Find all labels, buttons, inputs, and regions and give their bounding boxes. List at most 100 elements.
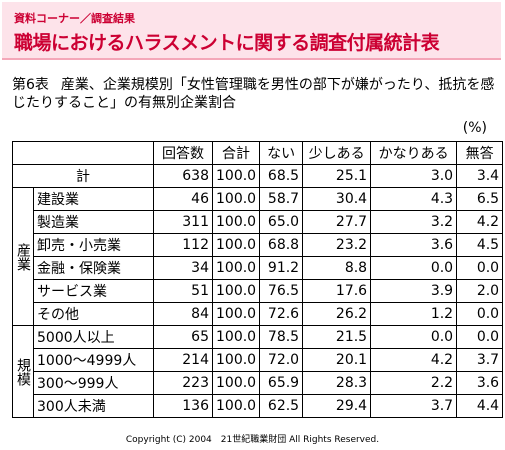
data-row: 1000〜4999人 214 100.0 72.0 20.1 4.2 3.7 [13, 348, 504, 372]
cell: 100.0 [211, 164, 261, 188]
column-header: 少しある [302, 141, 372, 165]
cell: 51 [153, 279, 213, 303]
cell: 28.3 [302, 371, 372, 395]
cell: 0.0 [370, 256, 458, 280]
cell: 46 [153, 187, 213, 211]
banner-category: 資料コーナー／調査結果 [14, 12, 135, 25]
cell: 78.5 [259, 325, 304, 349]
cell: 0.0 [456, 302, 504, 326]
cell: 1.2 [370, 302, 458, 326]
cell: 25.1 [302, 164, 372, 188]
total-row: 計 638 100.0 68.5 25.1 3.0 3.4 [12, 164, 504, 188]
cell: 214 [153, 348, 213, 372]
row-label: 卸売・小売業 [33, 233, 154, 257]
data-row: 産業 建設業 46 100.0 58.7 30.4 4.3 6.5 [12, 187, 504, 326]
cell: 2.2 [370, 371, 458, 395]
cell: 65 [153, 325, 213, 349]
cell: 3.2 [370, 210, 458, 234]
column-header: 合計 [211, 141, 261, 165]
data-row: 300人未満 136 100.0 62.5 29.4 3.7 4.4 [13, 394, 504, 418]
cell: 27.7 [302, 210, 372, 234]
cell: 223 [153, 371, 213, 395]
cell: 0.0 [456, 325, 504, 349]
cell: 100.0 [211, 233, 261, 257]
cell: 72.0 [259, 348, 304, 372]
cell: 3.6 [456, 371, 504, 395]
column-header: 無答 [456, 141, 504, 165]
cell: 100.0 [211, 394, 261, 418]
cell: 4.5 [456, 233, 504, 257]
cell: 34 [153, 256, 213, 280]
cell: 58.7 [259, 187, 304, 211]
corner-cell [12, 141, 154, 165]
column-header: ない [259, 141, 304, 165]
row-label: 1000〜4999人 [33, 348, 154, 372]
banner: 資料コーナー／調査結果 職場におけるハラスメントに関する調査付属統計表 [2, 2, 501, 60]
caption-text: 産業、企業規模別「女性管理職を男性の部下が嫌がったり、抵抗を感じたりすること」の… [12, 77, 495, 111]
cell: 65.0 [259, 210, 304, 234]
cell: 4.2 [370, 348, 458, 372]
row-label: 5000人以上 [33, 325, 154, 349]
row-label: サービス業 [33, 279, 154, 303]
row-label: 金融・保険業 [33, 256, 154, 280]
data-row: 卸売・小売業 112 100.0 68.8 23.2 3.6 4.5 [13, 233, 504, 257]
data-row: 規模 5000人以上 65 100.0 78.5 21.5 0.0 0.0 [12, 325, 504, 418]
cell: 638 [153, 164, 213, 188]
row-label: 計 [12, 164, 154, 188]
cell: 112 [153, 233, 213, 257]
cell: 72.6 [259, 302, 304, 326]
cell: 68.5 [259, 164, 304, 188]
cell: 26.2 [302, 302, 372, 326]
cell: 2.0 [456, 279, 504, 303]
cell: 68.8 [259, 233, 304, 257]
group-label: 産業 [12, 187, 34, 326]
cell: 100.0 [211, 256, 261, 280]
footer: Copyright (C) 2004 21世紀職業財団 All Rights R… [125, 435, 380, 445]
cell: 65.9 [259, 371, 304, 395]
cell: 0.0 [456, 256, 504, 280]
cell: 91.2 [259, 256, 304, 280]
cell: 30.4 [302, 187, 372, 211]
cell: 100.0 [211, 210, 261, 234]
data-row: サービス業 51 100.0 76.5 17.6 3.9 2.0 [13, 279, 504, 303]
unit: (%) [462, 120, 487, 136]
table-number: 第6表 [12, 77, 49, 93]
cell: 29.4 [302, 394, 372, 418]
data-table: 回答数 合計 ない 少しある かなりある 無答計 638 100.0 68.5 25.1 3.0 3.… [12, 141, 504, 418]
column-header: 回答数 [153, 141, 213, 165]
cell: 100.0 [211, 279, 261, 303]
row-label: 製造業 [33, 210, 154, 234]
cell: 62.5 [259, 394, 304, 418]
row-label: 建設業 [33, 187, 154, 211]
cell: 100.0 [211, 325, 261, 349]
cell: 4.3 [370, 187, 458, 211]
header-row: 回答数 合計 ない 少しある かなりある 無答 [12, 141, 504, 165]
cell: 8.8 [302, 256, 372, 280]
data-row: 300〜999人 223 100.0 65.9 28.3 2.2 3.6 [13, 371, 504, 395]
banner-title: 職場におけるハラスメントに関する調査付属統計表 [14, 32, 440, 54]
cell: 3.7 [456, 348, 504, 372]
cell: 3.6 [370, 233, 458, 257]
cell: 76.5 [259, 279, 304, 303]
cell: 136 [153, 394, 213, 418]
cell: 23.2 [302, 233, 372, 257]
data-row: 金融・保険業 34 100.0 91.2 8.8 0.0 0.0 [13, 256, 504, 280]
cell: 3.0 [370, 164, 458, 188]
cell: 4.2 [456, 210, 504, 234]
cell: 6.5 [456, 187, 504, 211]
cell: 3.9 [370, 279, 458, 303]
cell: 3.4 [456, 164, 504, 188]
row-label: 300〜999人 [33, 371, 154, 395]
group-label: 規模 [12, 325, 34, 418]
cell: 100.0 [211, 187, 261, 211]
cell: 311 [153, 210, 213, 234]
data-row: 製造業 311 100.0 65.0 27.7 3.2 4.2 [13, 210, 504, 234]
row-label: その他 [33, 302, 154, 326]
cell: 100.0 [211, 371, 261, 395]
cell: 84 [153, 302, 213, 326]
data-row: その他 84 100.0 72.6 26.2 1.2 0.0 [13, 302, 504, 326]
column-header: かなりある [370, 141, 458, 165]
cell: 21.5 [302, 325, 372, 349]
cell: 4.4 [456, 394, 504, 418]
